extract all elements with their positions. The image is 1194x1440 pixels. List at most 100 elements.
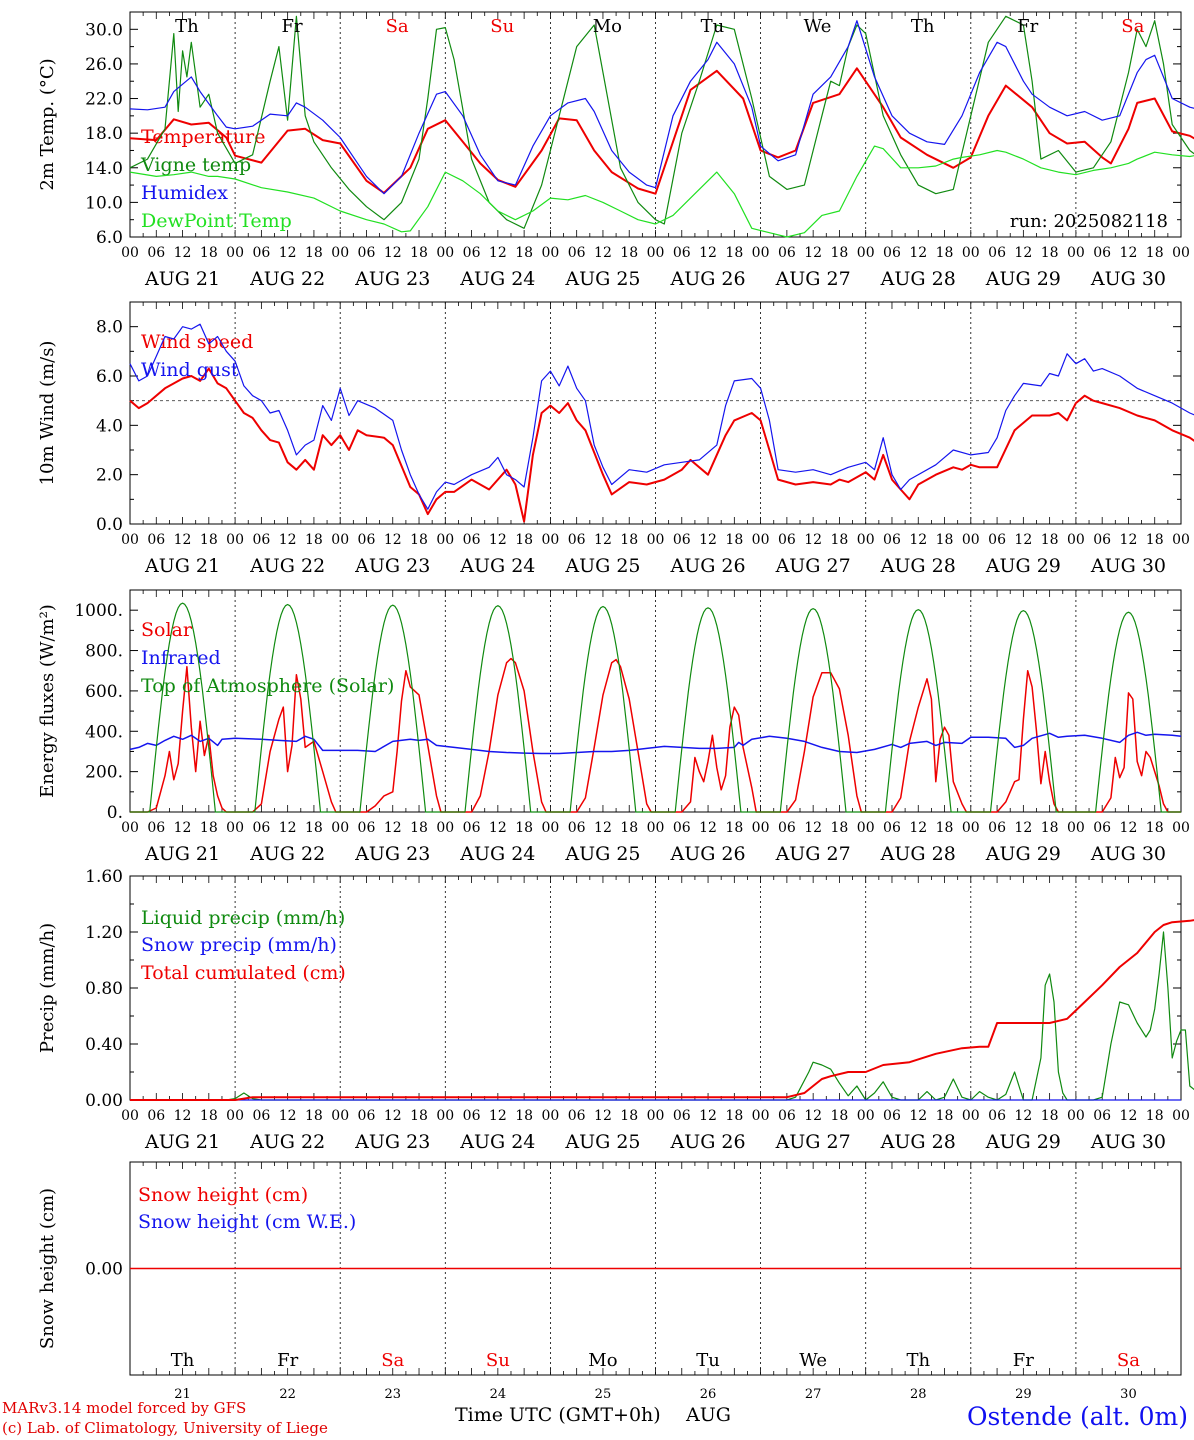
hour-tick-label: 00 [436, 820, 454, 836]
hour-tick-label: 06 [252, 532, 270, 548]
hour-tick-label: 12 [174, 245, 192, 261]
day-name-label: Fr [277, 1350, 298, 1371]
hour-tick-label: 18 [200, 245, 218, 261]
hour-tick-label: 18 [831, 1108, 849, 1124]
hour-tick-label: 12 [909, 245, 927, 261]
hour-tick-label: 06 [778, 245, 796, 261]
hour-tick-label: 18 [410, 1108, 428, 1124]
hour-tick-label: 00 [1172, 532, 1190, 548]
day-number-label: 30 [1120, 1387, 1137, 1400]
date-label: AUG 21 [144, 268, 220, 290]
hour-tick-label: 06 [358, 1108, 376, 1124]
date-label: AUG 21 [144, 1131, 220, 1153]
hour-tick-label: 06 [463, 820, 481, 836]
hour-tick-label: 06 [883, 245, 901, 261]
hour-tick-label: 00 [541, 245, 559, 261]
day-name-label: Fr [281, 16, 302, 37]
hour-tick-label: 12 [1014, 245, 1032, 261]
hour-tick-label: 06 [568, 532, 586, 548]
hour-tick-label: 18 [515, 820, 533, 836]
y-tick-label: 4.0 [96, 416, 123, 436]
legend-label: Humidex [141, 182, 228, 204]
day-name-label: Th [175, 16, 199, 37]
hour-tick-label: 18 [410, 820, 428, 836]
energy-series-top-of-atmosphere-solar [130, 602, 1181, 813]
day-name-label: Sa [381, 1350, 404, 1371]
hour-tick-label: 00 [331, 532, 349, 548]
hour-tick-label: 18 [200, 532, 218, 548]
day-name-label: Fr [1017, 16, 1038, 37]
hour-tick-label: 12 [699, 820, 717, 836]
date-label: AUG 27 [775, 843, 851, 865]
hour-tick-label: 06 [358, 245, 376, 261]
day-name-label: Th [906, 1350, 930, 1371]
date-label: AUG 25 [564, 268, 640, 290]
hour-tick-label: 06 [988, 532, 1006, 548]
hour-tick-label: 00 [1172, 1108, 1190, 1124]
date-label: AUG 24 [459, 555, 535, 577]
date-label: AUG 30 [1090, 268, 1166, 290]
y-tick-label: 200. [85, 763, 123, 783]
hour-tick-label: 12 [909, 532, 927, 548]
legend-label: Liquid precip (mm/h) [141, 907, 345, 929]
hour-tick-label: 00 [331, 1108, 349, 1124]
hour-tick-label: 06 [673, 1108, 691, 1124]
date-label: AUG 21 [144, 843, 220, 865]
hour-tick-label: 18 [936, 820, 954, 836]
hour-tick-label: 12 [489, 1108, 507, 1124]
date-label: AUG 26 [669, 555, 745, 577]
date-label: AUG 26 [669, 1131, 745, 1153]
hour-tick-label: 18 [936, 245, 954, 261]
date-label: AUG 23 [354, 555, 430, 577]
hour-tick-label: 12 [1014, 1108, 1032, 1124]
day-number-label: 21 [174, 1387, 191, 1400]
hour-tick-label: 18 [305, 1108, 323, 1124]
day-name-label: Tu [701, 16, 725, 37]
date-label: AUG 30 [1090, 1131, 1166, 1153]
hour-tick-label: 12 [279, 1108, 297, 1124]
hour-tick-label: 12 [1014, 820, 1032, 836]
day-number-label: 27 [805, 1387, 822, 1400]
hour-tick-label: 00 [436, 1108, 454, 1124]
y-tick-label: 800. [85, 642, 123, 662]
hour-tick-label: 00 [962, 820, 980, 836]
hour-tick-label: 12 [594, 1108, 612, 1124]
hour-tick-label: 06 [883, 532, 901, 548]
hour-tick-label: 18 [725, 1108, 743, 1124]
date-label: AUG 24 [459, 268, 535, 290]
y-tick-label: 0.80 [85, 979, 123, 999]
precip-series-total-cumulated-cm [130, 919, 1194, 1101]
hour-tick-label: 18 [200, 1108, 218, 1124]
hour-tick-label: 12 [1014, 532, 1032, 548]
hour-tick-label: 00 [752, 245, 770, 261]
hour-tick-label: 12 [804, 820, 822, 836]
hour-tick-label: 12 [384, 1108, 402, 1124]
hour-tick-label: 18 [725, 820, 743, 836]
hour-tick-label: 18 [1146, 1108, 1164, 1124]
day-name-label: Fr [1013, 1350, 1034, 1371]
day-number-label: 26 [700, 1387, 717, 1400]
date-label: AUG 30 [1090, 555, 1166, 577]
date-label: AUG 29 [985, 268, 1061, 290]
hour-tick-label: 00 [962, 245, 980, 261]
hour-tick-label: 12 [174, 532, 192, 548]
hour-tick-label: 00 [962, 1108, 980, 1124]
day-number-label: 22 [279, 1387, 296, 1400]
hour-tick-label: 00 [857, 820, 875, 836]
hour-tick-label: 00 [1067, 820, 1085, 836]
hour-tick-label: 18 [831, 820, 849, 836]
hour-tick-label: 18 [1041, 1108, 1059, 1124]
hour-tick-label: 06 [988, 1108, 1006, 1124]
hour-tick-label: 06 [463, 532, 481, 548]
date-label: AUG 22 [249, 843, 325, 865]
date-label: AUG 24 [459, 843, 535, 865]
day-number-label: 24 [490, 1387, 507, 1400]
legend-label: DewPoint Temp [141, 210, 292, 232]
y-axis-label: Precip (mm/h) [37, 923, 58, 1053]
y-tick-label: 0.40 [85, 1035, 123, 1055]
y-axis-label: 2m Temp. (°C) [37, 58, 58, 190]
wind-series-wind-gust [129, 323, 1194, 510]
meteogram-chart: 6.0 10.0 14.0 18.0 22.0 26.0 30.0 2m Temp. (°C)… [37, 11, 1194, 1400]
hour-tick-label: 18 [1146, 245, 1164, 261]
date-label: AUG 28 [880, 555, 956, 577]
